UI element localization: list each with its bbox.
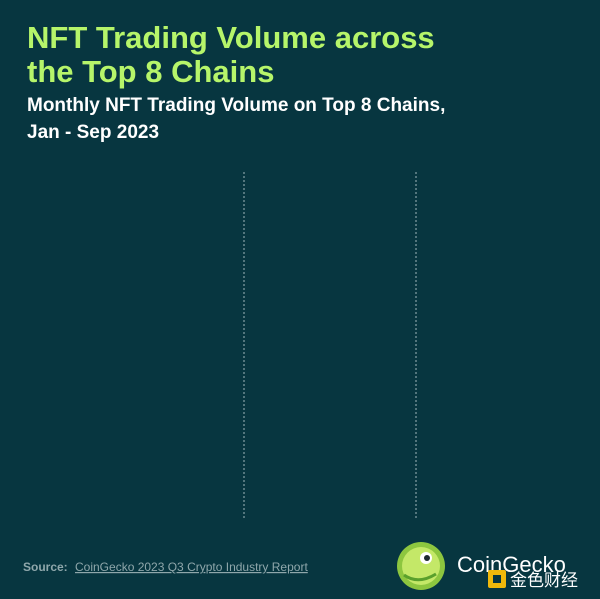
brand-name: CoinGecko xyxy=(457,552,566,577)
title-line: the Top 8 Chains xyxy=(27,54,274,89)
title-line: NFT Trading Volume across xyxy=(27,20,435,55)
brand-logo xyxy=(397,542,445,590)
source-label: Source: xyxy=(23,560,68,574)
subtitle-line: Jan - Sep 2023 xyxy=(27,122,159,143)
source-link[interactable]: CoinGecko 2023 Q3 Crypto Industry Report xyxy=(75,560,308,574)
watermark: 金色财经 xyxy=(510,571,578,590)
subtitle-line: Monthly NFT Trading Volume on Top 8 Chai… xyxy=(27,95,445,116)
watermark-icon xyxy=(488,570,506,588)
